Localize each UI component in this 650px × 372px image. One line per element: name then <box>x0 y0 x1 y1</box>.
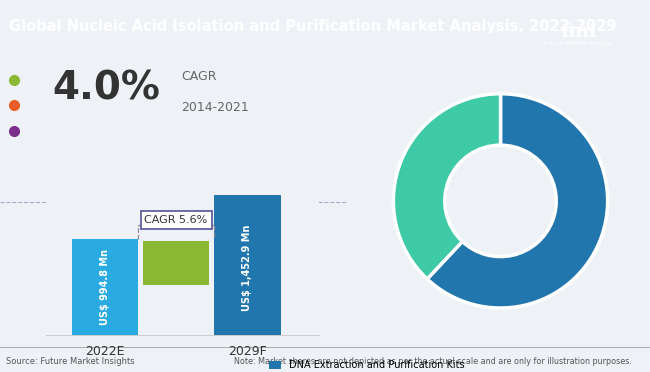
Legend: DNA Extraction and Purification Kits, RNA Extraction and Purification Kits: DNA Extraction and Purification Kits, RN… <box>265 356 469 372</box>
Text: 2014-2021: 2014-2021 <box>181 101 248 114</box>
Text: US$ 1,452.9 Mn: US$ 1,452.9 Mn <box>242 225 252 311</box>
Text: Future Market Insights: Future Market Insights <box>543 41 614 46</box>
Bar <box>214 195 281 335</box>
Wedge shape <box>393 94 500 279</box>
Bar <box>143 241 209 285</box>
Text: Note: Market shares are not depicted as per the actual scale and are only for il: Note: Market shares are not depicted as … <box>234 357 632 366</box>
Text: US$ 994.8 Mn: US$ 994.8 Mn <box>100 249 110 325</box>
Text: Global Nucleic Acid Isolation and Purification Market Analysis, 2022-2029: Global Nucleic Acid Isolation and Purifi… <box>9 19 616 34</box>
Bar <box>72 239 138 335</box>
Wedge shape <box>427 94 608 308</box>
Text: Source: Future Market Insights: Source: Future Market Insights <box>6 357 135 366</box>
Text: fmi: fmi <box>560 23 597 41</box>
Text: CAGR: CAGR <box>181 70 216 83</box>
Text: 4.0%: 4.0% <box>52 70 160 108</box>
Text: CAGR 5.6%: CAGR 5.6% <box>144 215 208 225</box>
